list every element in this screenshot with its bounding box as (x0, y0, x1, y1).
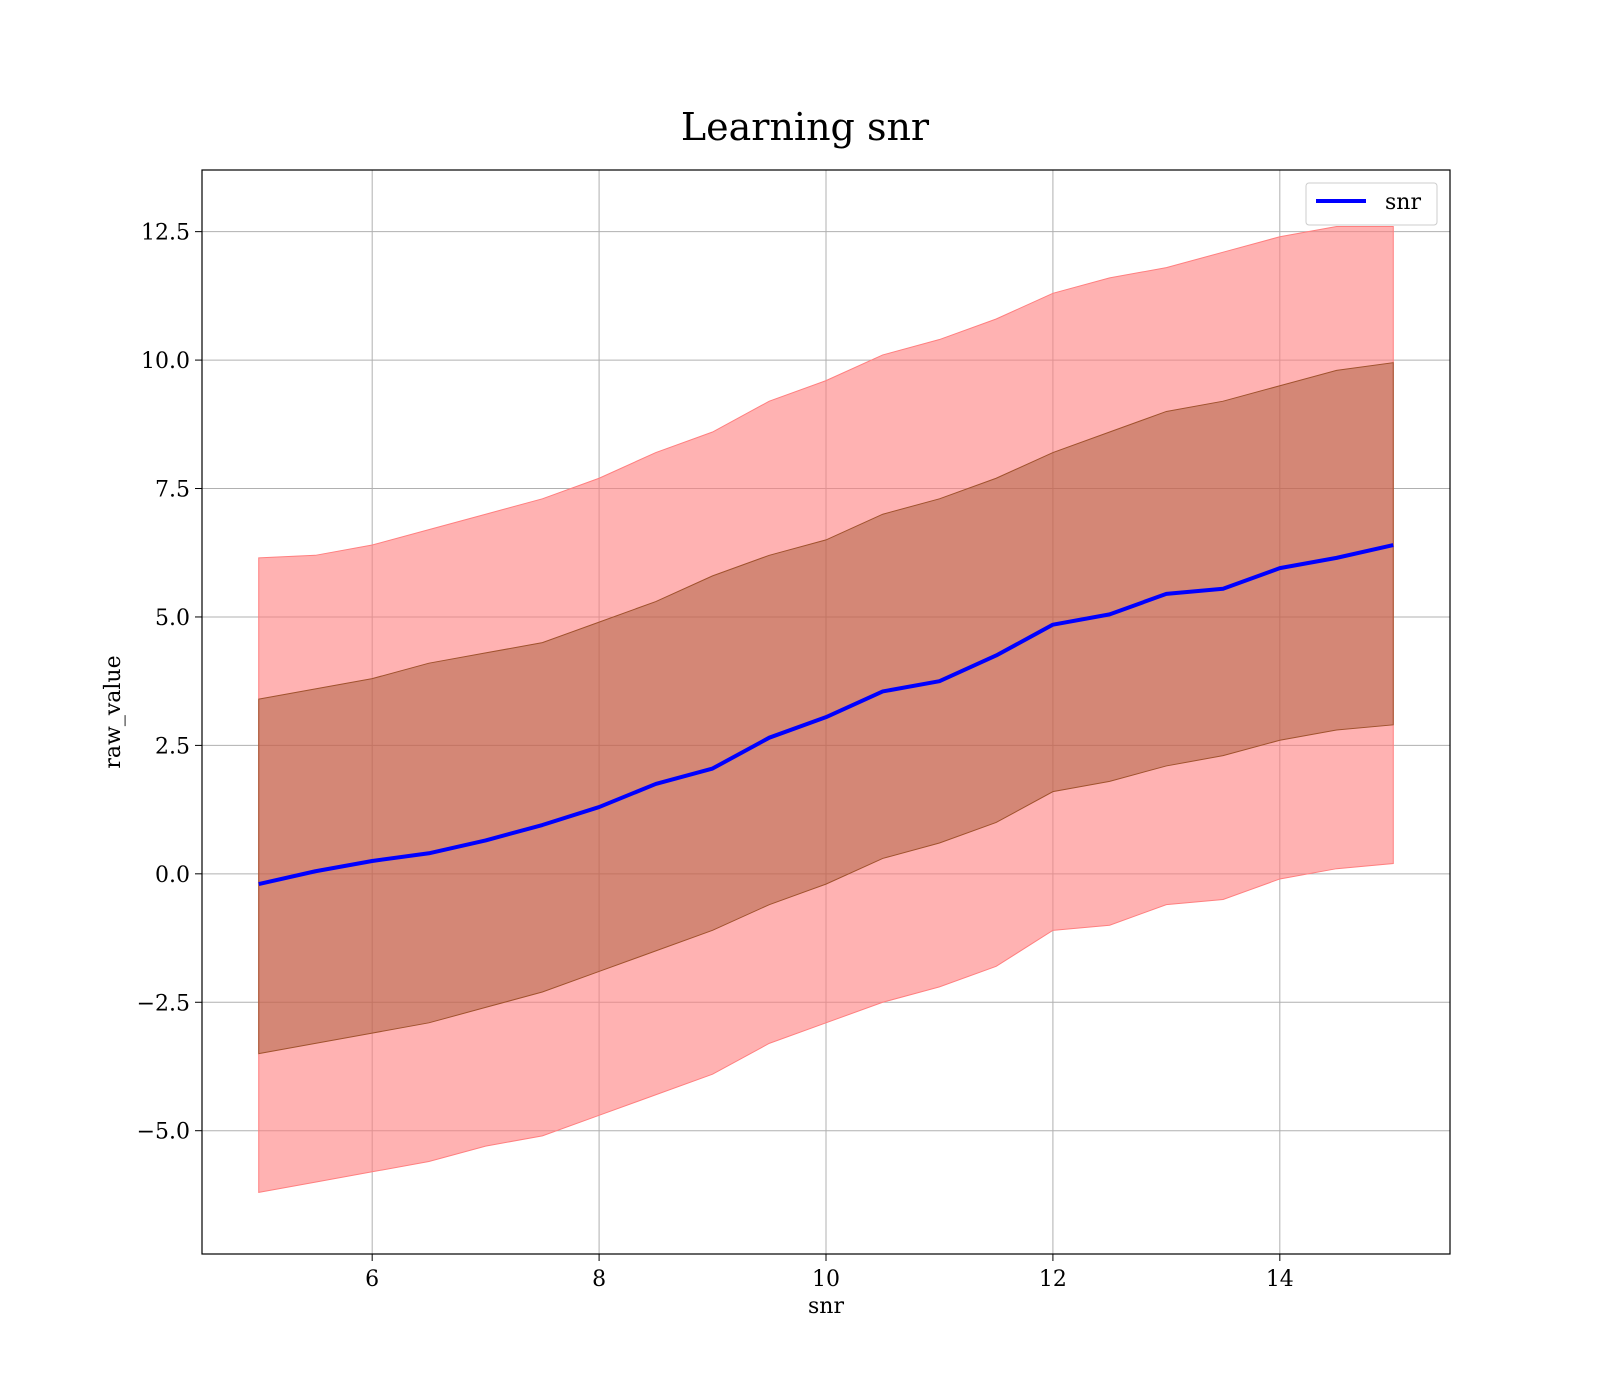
y-tick-label-4: 5.0 (155, 606, 190, 631)
series-lines (258, 543, 1394, 887)
inner-band (258, 362, 1394, 1055)
y-tick-label-1: −2.5 (137, 991, 190, 1016)
x-tick-label-3: 12 (1039, 1267, 1067, 1292)
y-tick-label-0: −5.0 (137, 1120, 190, 1145)
chart-title: Learning snr (681, 105, 930, 149)
y-tick-label-2: 0.0 (155, 863, 190, 888)
series-line-snr (258, 543, 1394, 887)
legend-box (1305, 182, 1438, 226)
outer-band (258, 226, 1394, 1193)
y-tick-label-7: 12.5 (141, 221, 190, 246)
x-tick-label-0: 6 (365, 1267, 379, 1292)
x-tick-label-2: 10 (812, 1267, 840, 1292)
y-axis-title: raw_value (101, 655, 126, 768)
x-tick-label-1: 8 (592, 1267, 606, 1292)
x-axis-title: snr (808, 1294, 844, 1319)
legend: snr (1305, 182, 1438, 226)
tick-labels: 6 8 10 12 14 −5.0 −2.5 0.0 2.5 5.0 7.5 10.0 12.5 (137, 221, 1294, 1292)
y-tick-label-6: 10.0 (141, 349, 190, 374)
plot-frame (201, 169, 1451, 1255)
x-tick-label-4: 14 (1266, 1267, 1294, 1292)
y-tick-label-5: 7.5 (155, 478, 190, 503)
y-tick-label-3: 2.5 (155, 734, 190, 759)
confidence-bands (258, 226, 1394, 1193)
legend-entry-label: snr (1385, 190, 1421, 215)
